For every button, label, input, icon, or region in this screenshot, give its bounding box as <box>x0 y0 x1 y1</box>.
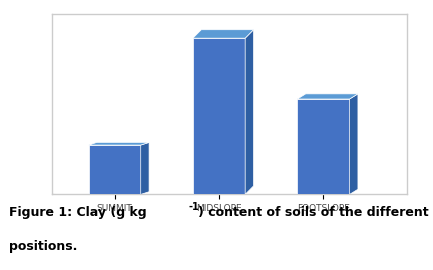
Bar <box>193 38 245 194</box>
Text: Figure 1: Clay (g kg: Figure 1: Clay (g kg <box>9 206 146 219</box>
Polygon shape <box>88 142 149 145</box>
Polygon shape <box>349 94 358 194</box>
Text: positions.: positions. <box>9 240 77 253</box>
Polygon shape <box>297 94 358 99</box>
Bar <box>88 145 141 194</box>
Polygon shape <box>193 30 253 38</box>
Text: ) content of soils of the different slope: ) content of soils of the different slop… <box>198 206 433 219</box>
Polygon shape <box>141 142 149 194</box>
Bar <box>297 99 349 194</box>
Polygon shape <box>245 30 253 194</box>
Text: -1: -1 <box>189 202 200 212</box>
